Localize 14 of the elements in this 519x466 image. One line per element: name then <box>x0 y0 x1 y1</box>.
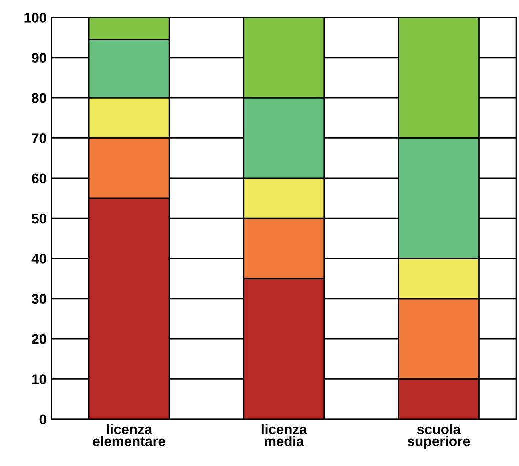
y-tick-label: 100 <box>24 13 46 23</box>
y-tick-label: 20 <box>32 334 46 344</box>
y-tick-label: 30 <box>32 294 46 304</box>
x-tick-label: licenza media <box>262 424 308 446</box>
x-tick-label: licenza elementare <box>93 424 166 446</box>
y-tick-label: 70 <box>32 134 46 144</box>
y-tick-label: 90 <box>32 53 46 64</box>
y-tick-label: 10 <box>32 374 46 384</box>
y-tick-label: 40 <box>32 254 46 264</box>
y-tick-label: 50 <box>32 214 46 224</box>
x-tick-label: scuola superiore <box>408 424 470 450</box>
y-tick-label: 60 <box>32 174 46 184</box>
y-tick-label: 80 <box>32 93 46 104</box>
y-tick-label: 0 <box>40 414 46 425</box>
